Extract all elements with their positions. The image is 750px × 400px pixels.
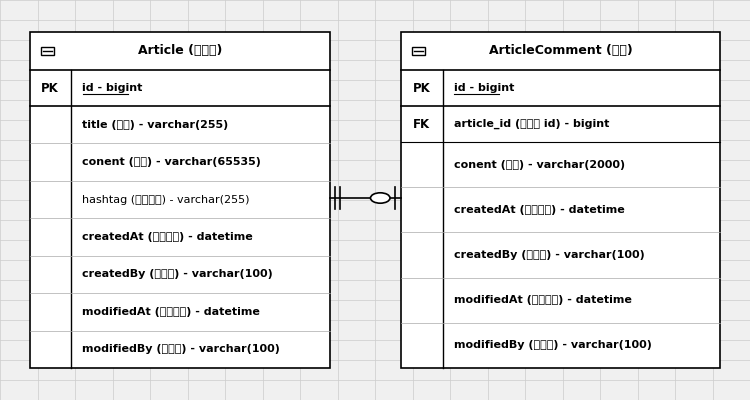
Text: conent (내용) - varchar(2000): conent (내용) - varchar(2000) [454, 160, 625, 170]
Text: createdBy (생성자) - varchar(100): createdBy (생성자) - varchar(100) [454, 250, 644, 260]
Bar [30, 32, 330, 368]
Text: createdAt (생성일시) - datetime: createdAt (생성일시) - datetime [454, 205, 625, 215]
Text: FK: FK [413, 118, 430, 130]
Bar [412, 48, 425, 55]
Text: PK: PK [413, 82, 430, 94]
Text: modifiedAt (수정일시) - datetime: modifiedAt (수정일시) - datetime [82, 307, 260, 317]
Bar [401, 32, 720, 368]
Circle shape [370, 193, 390, 203]
Bar [40, 48, 54, 55]
Text: conent (내용) - varchar(65535): conent (내용) - varchar(65535) [82, 157, 261, 167]
Text: id - bigint: id - bigint [454, 83, 514, 93]
Text: modifiedBy (수정자) - varchar(100): modifiedBy (수정자) - varchar(100) [82, 344, 280, 354]
Text: id - bigint: id - bigint [82, 83, 142, 93]
Text: modifiedAt (수정일시) - datetime: modifiedAt (수정일시) - datetime [454, 295, 632, 305]
Text: createdBy (생성자) - varchar(100): createdBy (생성자) - varchar(100) [82, 270, 273, 280]
Text: article_id (게시글 id) - bigint: article_id (게시글 id) - bigint [454, 119, 609, 129]
Text: hashtag (해시태그) - varchar(255): hashtag (해시태그) - varchar(255) [82, 194, 250, 204]
Text: modifiedBy (수정자) - varchar(100): modifiedBy (수정자) - varchar(100) [454, 340, 652, 350]
Text: ArticleComment (댓글): ArticleComment (댓글) [489, 44, 632, 58]
Text: PK: PK [41, 82, 59, 94]
Text: Article (게시글): Article (게시글) [138, 44, 222, 58]
Text: createdAt (생성일시) - datetime: createdAt (생성일시) - datetime [82, 232, 254, 242]
Text: title (제목) - varchar(255): title (제목) - varchar(255) [82, 120, 229, 130]
